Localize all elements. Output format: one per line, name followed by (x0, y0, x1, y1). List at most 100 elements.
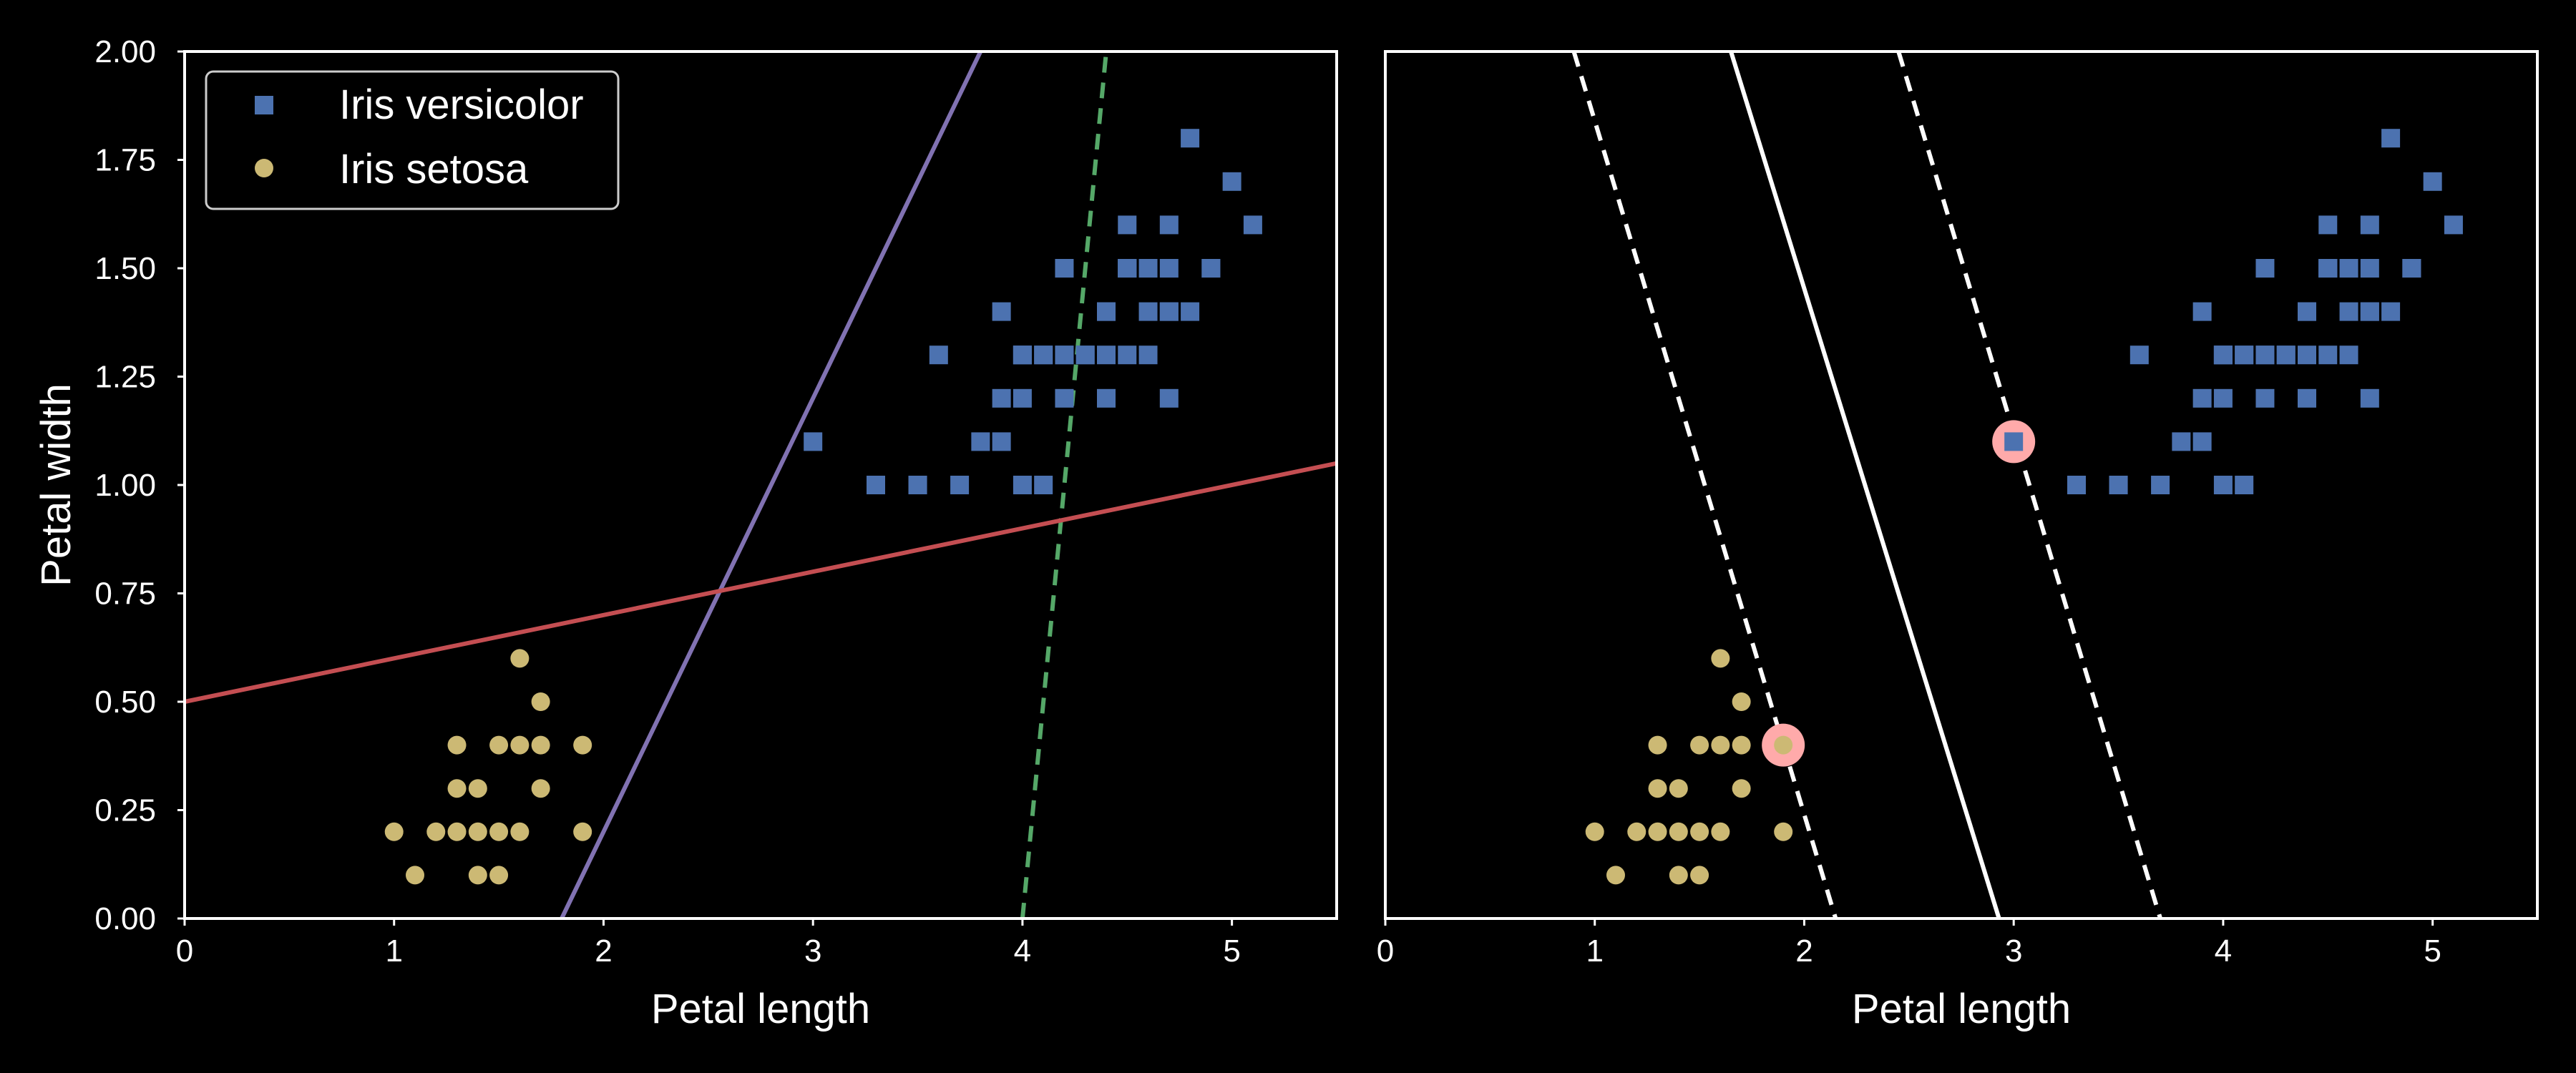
left-versicolor-point-32 (992, 388, 1011, 408)
left-setosa-point-19 (468, 866, 487, 885)
left-versicolor-point-33 (1243, 215, 1262, 235)
right-x-axis-label: Petal length (1852, 986, 2071, 1032)
left-x-tick-label-5: 5 (1223, 934, 1240, 969)
left-versicolor-point-19 (992, 432, 1011, 451)
left-versicolor-point-9 (992, 302, 1011, 321)
right-setosa-point-9 (1585, 822, 1604, 841)
left-x-ticks: 0 1 2 3 4 5 (176, 918, 1241, 969)
right-versicolor-point-42 (2213, 388, 2233, 408)
legend-marker-setosa (255, 159, 273, 177)
left-y-tick-label-2: 0.50 (94, 685, 156, 720)
right-versicolor-point-31 (2151, 476, 2170, 494)
right-versicolor-point-29 (2109, 476, 2128, 494)
left-versicolor-point-39 (1013, 346, 1032, 365)
left-versicolor-point-36 (1159, 259, 1179, 278)
right-versicolor-point-20 (2381, 129, 2401, 148)
right-x-tick-label-0: 0 (1377, 934, 1394, 969)
left-line-1 (1020, 52, 1108, 918)
left-setosa-point-9 (384, 822, 404, 841)
right-versicolor-point-17 (2235, 476, 2254, 494)
legend-box (205, 70, 620, 210)
left-y-tick-label-0: 0.00 (94, 901, 156, 936)
right-setosa-point-18 (1732, 779, 1751, 798)
left-setosa-point-13 (447, 735, 467, 755)
right-versicolor-point-33 (2444, 215, 2463, 235)
left-line-0 (560, 52, 983, 918)
left-versicolor-point-35 (1118, 215, 1137, 235)
right-setosa-point-2 (1690, 822, 1709, 841)
left-data-points (384, 129, 1262, 885)
left-versicolor-point-13 (1159, 302, 1179, 321)
right-versicolor-point-49 (2235, 346, 2254, 365)
legend: Iris versicolor Iris setosa (205, 70, 620, 210)
right-versicolor-point-5 (2318, 346, 2338, 365)
right-setosa-point-10 (1732, 692, 1751, 711)
left-y-axis-label: Petal width (33, 383, 79, 587)
left-y-tick-label-3: 0.75 (94, 577, 156, 612)
right-versicolor-point-13 (2360, 302, 2379, 321)
left-versicolor-point-29 (908, 476, 927, 494)
right-x-tick-label-5: 5 (2424, 934, 2441, 969)
left-setosa-point-11 (573, 822, 592, 841)
left-versicolor-point-5 (1118, 346, 1137, 365)
left-versicolor-point-47 (1075, 346, 1095, 365)
left-x-tick-label-4: 4 (1014, 934, 1031, 969)
left-versicolor-point-20 (1181, 129, 1200, 148)
right-setosa-point-5 (1690, 866, 1709, 885)
left-versicolor-point-17 (1034, 476, 1053, 494)
right-versicolor-point-37 (2298, 346, 2316, 365)
right-setosa-point-4 (1669, 779, 1688, 798)
right-versicolor-point-30 (2172, 432, 2191, 451)
right-versicolor-point-32 (2192, 388, 2212, 408)
left-setosa-point-3 (531, 735, 550, 755)
right-setosa-point-12 (1711, 735, 1730, 755)
right-versicolor-point-19 (2192, 432, 2212, 451)
right-setosa-point-3 (1732, 735, 1751, 755)
right-versicolor-point-48 (2004, 432, 2024, 451)
left-versicolor-point-42 (1013, 388, 1032, 408)
left-versicolor-point-30 (971, 432, 990, 451)
right-versicolor-point-40 (2298, 388, 2316, 408)
right-plot-panel: 0 1 2 3 4 5 Petal length (1377, 50, 2539, 1032)
right-versicolor-point-43 (2067, 476, 2086, 494)
right-x-tick-label-4: 4 (2215, 934, 2232, 969)
left-y-tick-label-1: 0.25 (94, 793, 156, 828)
right-versicolor-point-22 (2402, 259, 2421, 278)
right-versicolor-point-12 (2213, 476, 2233, 494)
right-versicolor-point-46 (2255, 346, 2275, 365)
left-versicolor-point-49 (1034, 346, 1053, 365)
left-setosa-point-0 (468, 822, 487, 841)
right-x-tick-label-2: 2 (1795, 934, 1813, 969)
right-versicolor-point-39 (2213, 346, 2233, 365)
left-versicolor-point-23 (1159, 388, 1179, 408)
right-versicolor-point-36 (2360, 259, 2379, 278)
left-versicolor-point-27 (1222, 172, 1241, 191)
left-setosa-point-5 (489, 866, 509, 885)
left-versicolor-point-26 (1181, 302, 1200, 321)
right-x-ticks: 0 1 2 3 4 5 (1377, 918, 2441, 969)
right-versicolor-point-23 (2360, 388, 2379, 408)
left-line-2 (185, 461, 1337, 704)
right-line-2 (1896, 52, 2162, 918)
right-svm-margin-lines (1571, 52, 2162, 918)
right-data-points (1585, 129, 2463, 885)
left-setosa-point-7 (406, 866, 424, 885)
left-y-tick-label-6: 1.50 (94, 251, 156, 286)
left-versicolor-point-4 (1138, 259, 1158, 278)
left-y-tick-label-4: 1.00 (94, 468, 156, 503)
right-versicolor-point-34 (2318, 259, 2338, 278)
left-setosa-point-16 (447, 779, 467, 798)
left-versicolor-point-14 (929, 346, 948, 365)
right-setosa-point-19 (1669, 866, 1688, 885)
right-x-tick-label-1: 1 (1586, 934, 1603, 969)
left-setosa-point-14 (510, 649, 530, 668)
right-versicolor-point-11 (2255, 259, 2275, 278)
left-setosa-point-4 (468, 779, 487, 798)
right-line-1 (1571, 52, 1838, 918)
legend-marker-versicolor (255, 96, 273, 114)
right-versicolor-point-14 (2129, 346, 2149, 365)
left-x-tick-label-2: 2 (595, 934, 612, 969)
right-versicolor-point-45 (2255, 388, 2275, 408)
left-versicolor-point-41 (1138, 302, 1158, 321)
right-versicolor-point-25 (2298, 302, 2316, 321)
